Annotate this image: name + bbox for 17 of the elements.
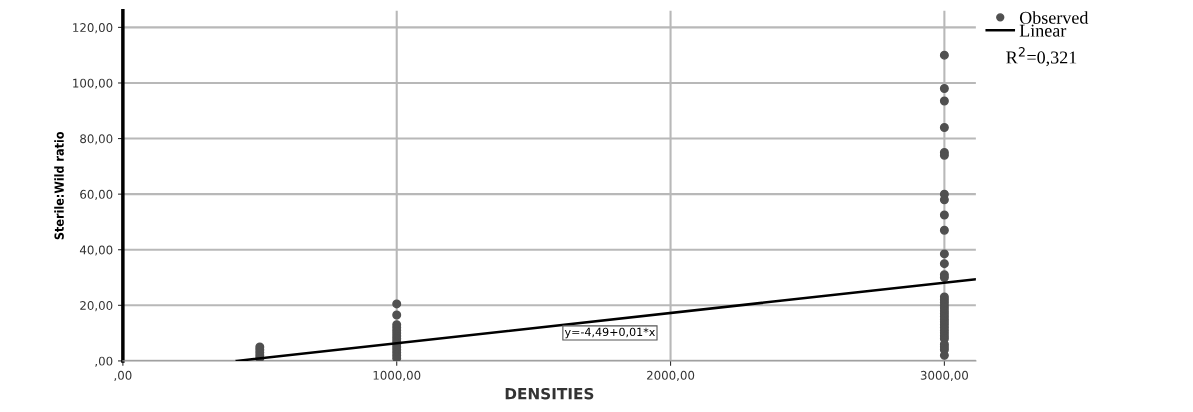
y-tick-label: 100,00 — [73, 78, 113, 89]
y-tick-label: 80,00 — [80, 134, 113, 145]
y-tick-label: 40,00 — [79, 245, 113, 256]
text: R$^{2}$=0,321 — [1006, 47, 1077, 67]
y-tick-label: ,00 — [95, 356, 113, 367]
legend-label: Linear — [1019, 24, 1067, 37]
x-tick-label: 2000,00 — [647, 370, 695, 381]
y-axis-title: Sterile:Wild ratio — [54, 131, 64, 240]
legend-label: Observed — [1019, 11, 1089, 24]
y-tick-label: 20,00 — [80, 301, 113, 312]
annotation: y=-4,49+0,01*x — [564, 327, 655, 339]
y-tick-label: 60,00 — [80, 189, 113, 201]
x-tick-label: ,00 — [114, 370, 132, 381]
x-tick-label: 3000,00 — [920, 370, 969, 381]
x-tick-label: 1000,00 — [373, 370, 421, 381]
y-tick-label: 120,00 — [73, 23, 113, 34]
x-axis-title: DENSITIES — [505, 387, 594, 400]
